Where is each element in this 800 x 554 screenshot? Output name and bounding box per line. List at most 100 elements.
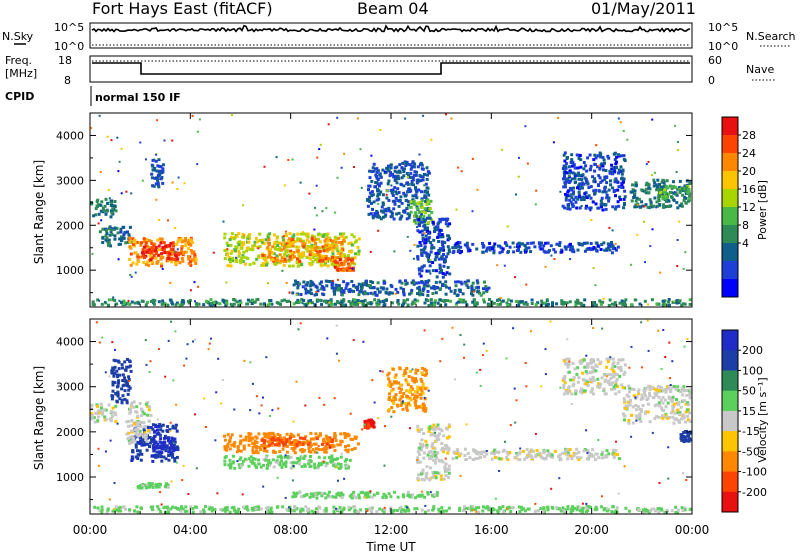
data-cell bbox=[585, 204, 588, 208]
data-cell bbox=[420, 229, 424, 233]
data-cell bbox=[410, 288, 414, 292]
data-cell bbox=[404, 161, 408, 165]
data-cell bbox=[424, 407, 428, 411]
data-cell bbox=[270, 302, 274, 306]
data-cell bbox=[317, 257, 320, 261]
data-cell bbox=[309, 279, 313, 283]
data-cell bbox=[366, 198, 370, 202]
data-cell bbox=[515, 451, 519, 455]
data-cell bbox=[148, 441, 152, 445]
data-cell bbox=[125, 420, 129, 424]
data-cell bbox=[416, 385, 420, 389]
data-cell bbox=[225, 506, 229, 509]
data-cell bbox=[416, 244, 420, 248]
data-cell bbox=[435, 452, 438, 456]
data-cell bbox=[256, 505, 260, 509]
data-cell bbox=[453, 451, 457, 455]
data-cell bbox=[631, 188, 635, 192]
data-cell bbox=[242, 235, 246, 239]
data-cell bbox=[476, 456, 480, 460]
data-cell bbox=[514, 276, 516, 279]
data-cell bbox=[120, 398, 124, 402]
data-cell bbox=[406, 492, 410, 496]
data-cell bbox=[155, 153, 158, 156]
data-cell bbox=[411, 178, 415, 182]
data-cell bbox=[376, 287, 380, 291]
data-cell bbox=[117, 242, 121, 246]
data-cell bbox=[442, 299, 446, 303]
data-cell bbox=[521, 449, 525, 453]
data-cell bbox=[398, 163, 402, 167]
data-cell bbox=[134, 410, 138, 414]
data-cell bbox=[104, 408, 108, 412]
data-cell bbox=[647, 182, 651, 186]
data-cell bbox=[331, 239, 335, 243]
cpid-label: CPID bbox=[5, 90, 34, 103]
data-cell bbox=[342, 253, 346, 257]
data-cell bbox=[331, 443, 335, 447]
data-cell bbox=[423, 245, 427, 249]
data-cell bbox=[297, 245, 301, 249]
data-cell bbox=[432, 423, 436, 427]
data-cell bbox=[233, 441, 237, 445]
data-cell bbox=[347, 242, 351, 246]
data-cell bbox=[344, 235, 348, 239]
data-cell bbox=[308, 302, 311, 305]
data-cell bbox=[581, 378, 585, 381]
data-cell bbox=[346, 262, 350, 266]
data-cell bbox=[591, 366, 595, 370]
data-cell bbox=[402, 184, 406, 188]
data-cell bbox=[589, 454, 593, 458]
data-cell bbox=[622, 177, 626, 181]
data-cell bbox=[584, 370, 588, 373]
data-cell bbox=[338, 258, 342, 262]
data-cell bbox=[312, 245, 316, 248]
data-cell bbox=[340, 293, 344, 297]
data-cell bbox=[396, 290, 400, 294]
data-cell bbox=[446, 467, 449, 471]
data-cell bbox=[347, 254, 350, 258]
data-cell bbox=[124, 241, 128, 245]
data-cell bbox=[112, 367, 116, 371]
data-cell bbox=[151, 256, 155, 260]
data-cell bbox=[474, 286, 478, 290]
data-cell bbox=[419, 179, 423, 183]
data-cell bbox=[464, 300, 468, 304]
data-cell bbox=[382, 286, 385, 289]
data-cell bbox=[278, 253, 282, 257]
data-cell bbox=[551, 303, 554, 307]
data-cell bbox=[612, 385, 616, 389]
data-cell bbox=[465, 244, 469, 248]
data-cell bbox=[641, 204, 645, 208]
data-cell bbox=[264, 259, 268, 263]
data-cell bbox=[426, 293, 430, 297]
data-cell bbox=[127, 365, 131, 369]
data-cell bbox=[228, 440, 232, 444]
data-cell bbox=[626, 400, 630, 404]
data-cell bbox=[421, 391, 425, 395]
data-cell bbox=[367, 495, 371, 499]
data-cell bbox=[430, 426, 434, 430]
data-cell bbox=[591, 175, 595, 179]
data-cell bbox=[627, 421, 631, 425]
data-cell bbox=[643, 412, 647, 416]
data-cell bbox=[415, 214, 419, 218]
data-cell bbox=[342, 239, 346, 243]
data-cell bbox=[680, 417, 684, 421]
data-cell bbox=[683, 302, 687, 306]
data-cell bbox=[241, 241, 245, 245]
data-cell bbox=[330, 440, 334, 443]
data-cell bbox=[251, 448, 255, 452]
data-cell bbox=[418, 272, 422, 276]
data-cell bbox=[433, 447, 437, 450]
data-cell bbox=[131, 237, 135, 241]
data-cell bbox=[623, 418, 626, 422]
data-cell bbox=[396, 299, 400, 302]
data-cell bbox=[311, 448, 315, 452]
data-cell bbox=[390, 389, 394, 393]
data-cell bbox=[687, 434, 691, 437]
data-cell bbox=[370, 201, 373, 205]
data-cell bbox=[298, 282, 302, 286]
data-cell bbox=[435, 493, 439, 497]
